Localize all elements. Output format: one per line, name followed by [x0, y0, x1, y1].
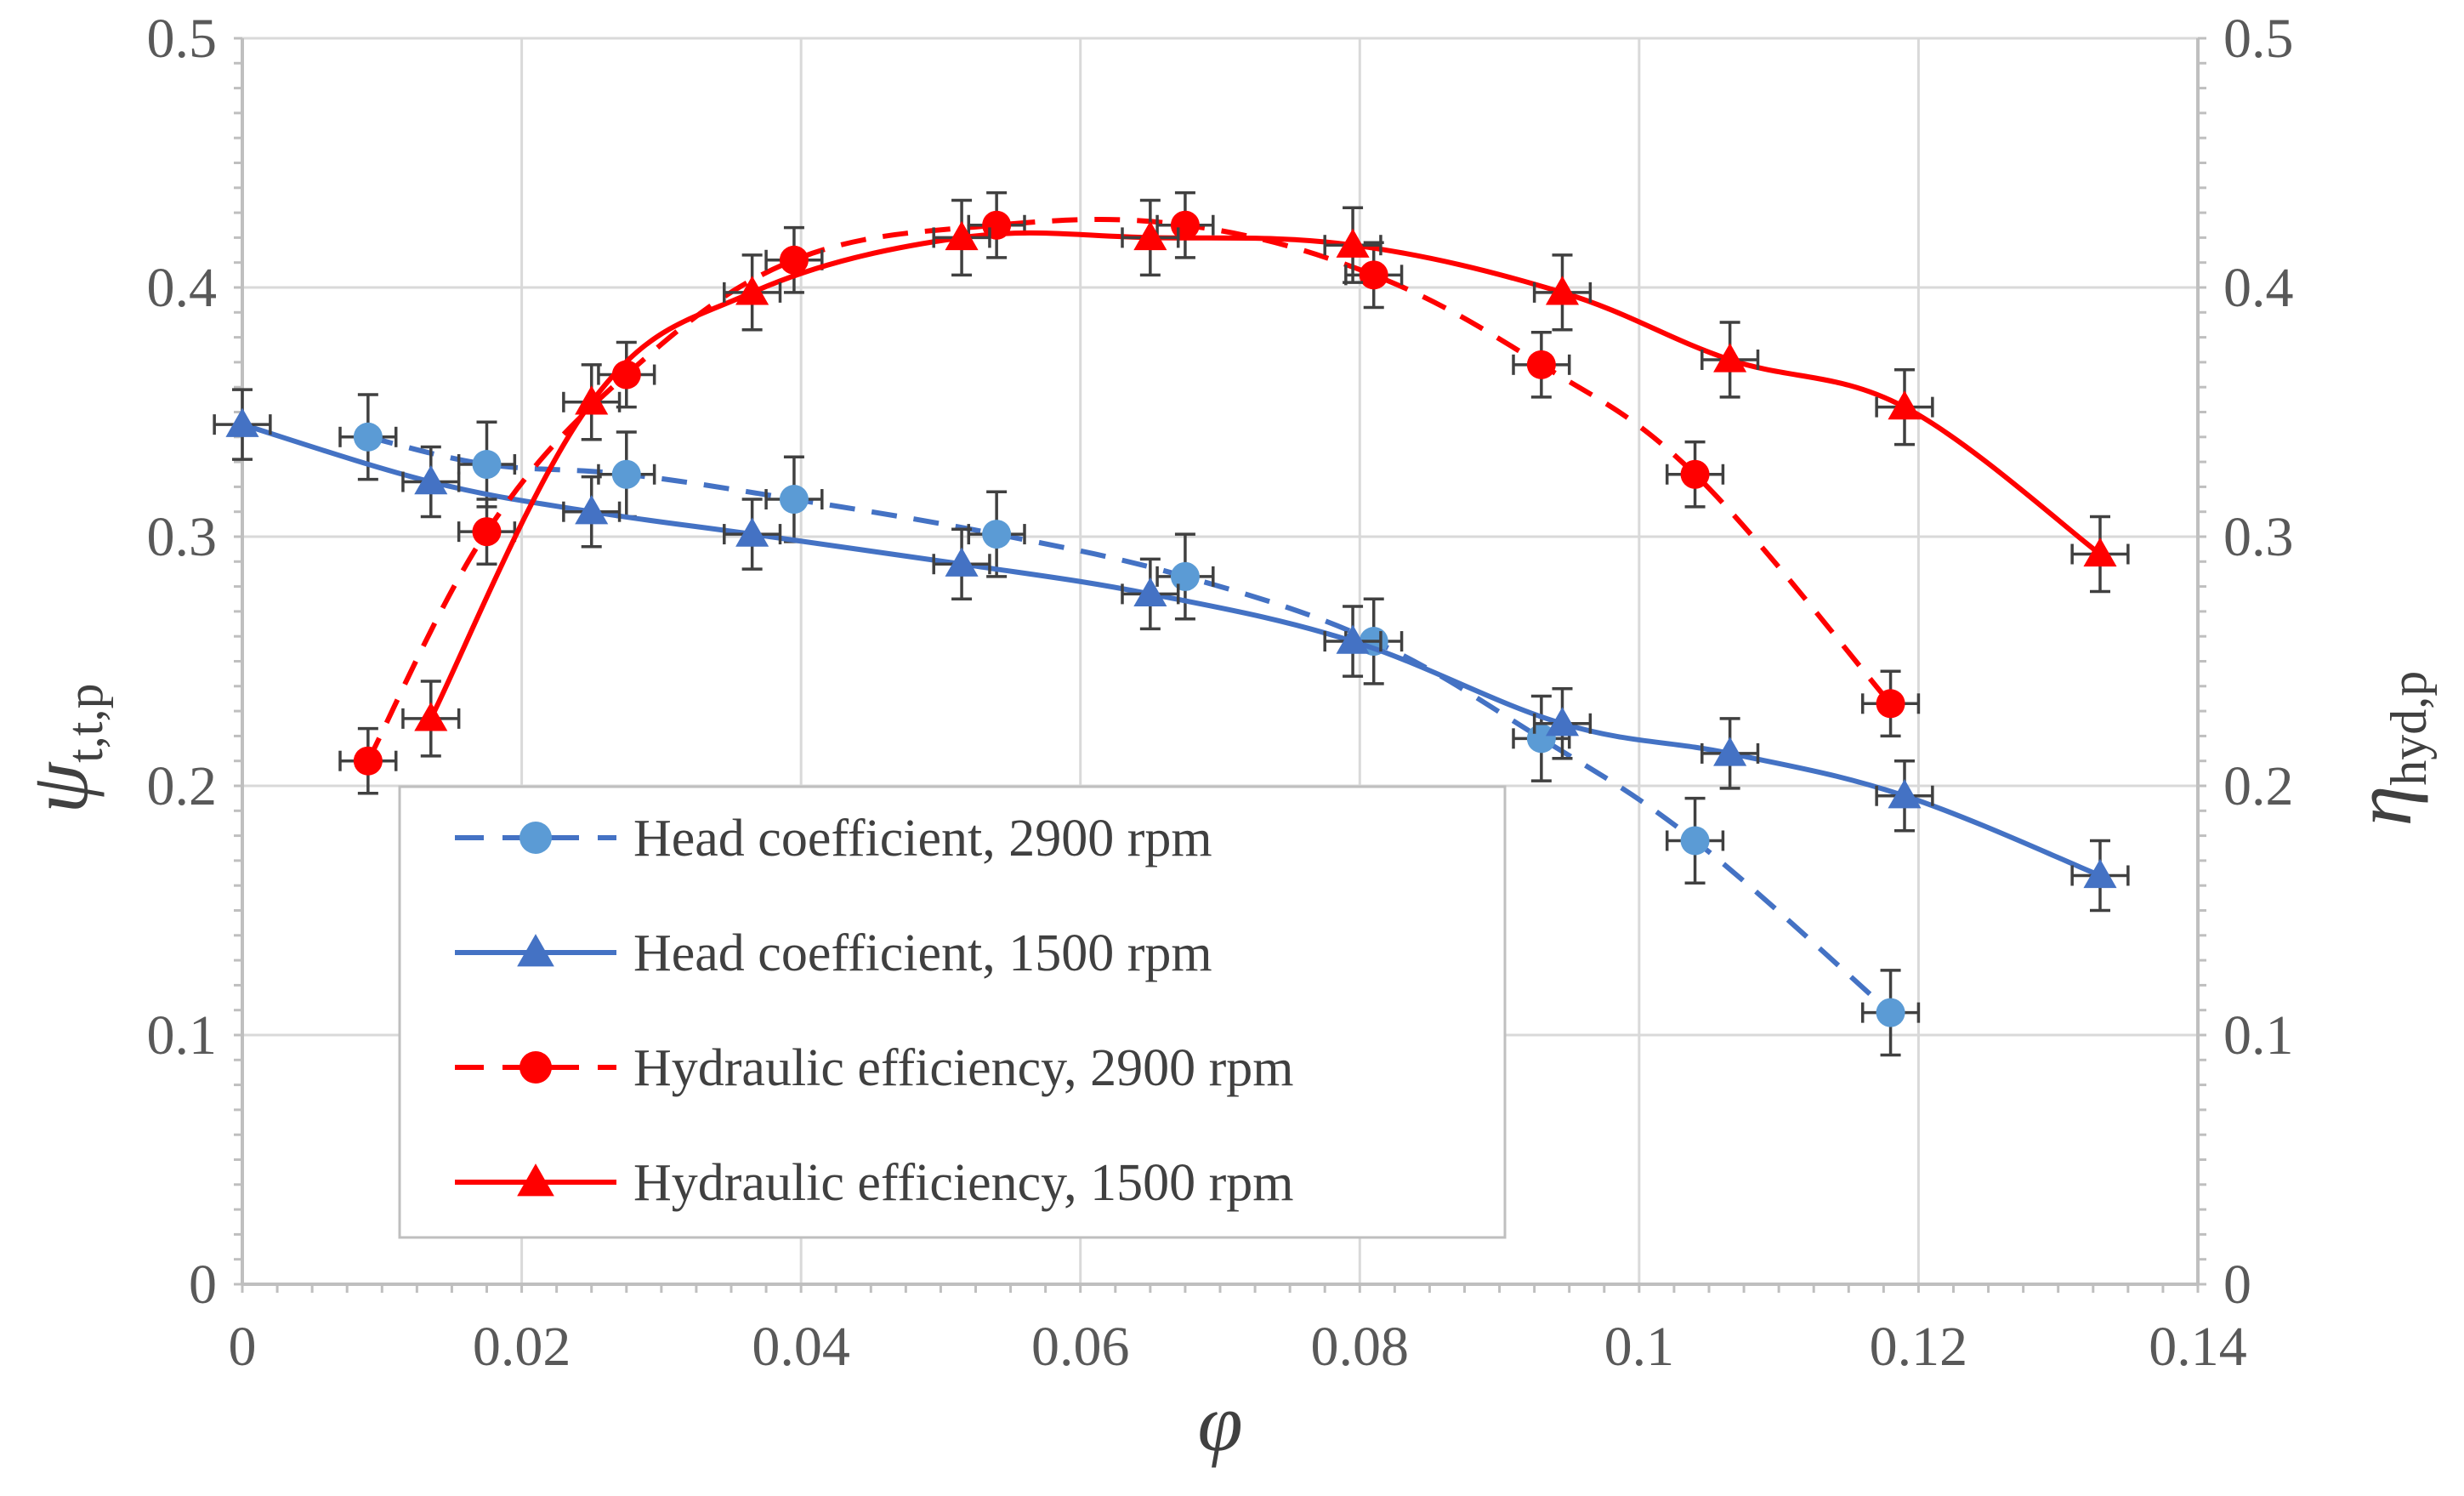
- data-point: [945, 220, 979, 251]
- data-point: [1713, 343, 1747, 373]
- legend-label: Head coefficient, 2900 rpm: [633, 810, 1212, 867]
- data-point: [472, 450, 502, 480]
- y-tick-label: 0: [189, 1254, 217, 1316]
- data-point: [779, 245, 809, 275]
- x-tick-label: 0: [229, 1316, 257, 1378]
- error-bar: [401, 680, 461, 758]
- data-point: [353, 746, 383, 776]
- data-point: [225, 407, 259, 437]
- series: [213, 191, 2130, 1057]
- legend-marker: [519, 822, 552, 854]
- data-point: [472, 517, 502, 547]
- legend: Head coefficient, 2900 rpm Head coefficie…: [398, 785, 1507, 1239]
- x-tick-label: 0.08: [1311, 1316, 1410, 1378]
- series-2: [338, 191, 1921, 795]
- axes: 0 0.02 0.04 0.06 0.08 0.1 0.12 0.1400.10.20.30.…: [147, 8, 2294, 1378]
- legend-items: Head coefficient, 2900 rpm Head coefficie…: [455, 810, 1293, 1212]
- legend-item: Head coefficient, 2900 rpm: [455, 810, 1212, 867]
- x-tick-label: 0.02: [473, 1316, 571, 1378]
- data-point: [353, 422, 383, 452]
- legend-box: [398, 785, 1507, 1239]
- y2-tick-label: 0.4: [2223, 257, 2294, 319]
- data-point: [1359, 260, 1388, 290]
- y-tick-label: 0.4: [147, 257, 218, 319]
- series-line: [366, 216, 1893, 763]
- x-tick-label: 0.04: [752, 1316, 850, 1378]
- data-point: [982, 520, 1012, 549]
- data-point: [414, 464, 448, 495]
- x-tick-label: 0.14: [2149, 1316, 2247, 1378]
- data-point: [1545, 707, 1580, 737]
- data-point: [1336, 228, 1370, 258]
- y-axis-right-symbol: η: [2337, 786, 2428, 827]
- data-point: [2083, 858, 2117, 889]
- data-point: [1545, 276, 1580, 305]
- data-point: [1170, 561, 1200, 591]
- y-axis-left-subscript: t,t,p: [57, 684, 113, 763]
- data-point: [1713, 737, 1747, 766]
- data-point: [575, 495, 609, 525]
- y2-tick-label: 0.2: [2223, 755, 2294, 817]
- data-point: [735, 276, 769, 305]
- data-point: [611, 459, 641, 489]
- data-point: [735, 517, 769, 547]
- data-point: [1888, 779, 1922, 809]
- legend-item: Hydraulic efficiency, 1500 rpm: [455, 1154, 1293, 1212]
- data-point: [414, 702, 448, 731]
- y2-tick-label: 0.5: [2223, 8, 2294, 70]
- legend-marker: [517, 934, 554, 967]
- data-point: [1876, 689, 1905, 719]
- x-tick-label: 0.12: [1870, 1316, 1968, 1378]
- legend-label: Hydraulic efficiency, 2900 rpm: [633, 1039, 1293, 1097]
- data-point: [1133, 220, 1167, 251]
- error-bar: [401, 445, 461, 519]
- y-axis-right-subscript: hyd,p: [2381, 671, 2437, 786]
- y-tick-label: 0.5: [147, 8, 218, 70]
- data-point: [1876, 998, 1905, 1027]
- y-axis-right-title: ηhyd,p: [2337, 671, 2437, 827]
- y2-tick-label: 0.3: [2223, 506, 2294, 568]
- legend-marker: [519, 1051, 552, 1084]
- legend-label: Head coefficient, 1500 rpm: [633, 924, 1212, 982]
- legend-label: Hydraulic efficiency, 1500 rpm: [633, 1154, 1293, 1212]
- x-tick-label: 0.1: [1604, 1316, 1675, 1378]
- data-point: [779, 485, 809, 515]
- y-tick-label: 0.2: [147, 755, 218, 817]
- series-3: [401, 198, 2130, 758]
- x-tick-label: 0.06: [1031, 1316, 1130, 1378]
- y2-tick-label: 0.1: [2223, 1004, 2294, 1067]
- data-point: [1680, 459, 1710, 489]
- data-point: [575, 385, 609, 415]
- series-line: [429, 230, 2102, 720]
- y-tick-label: 0.3: [147, 506, 218, 568]
- y-axis-left-title: ψt,t,p: [14, 684, 113, 814]
- series-line: [241, 422, 2102, 879]
- y-tick-label: 0.1: [147, 1004, 218, 1067]
- series-line: [367, 434, 1893, 1015]
- series-0: [338, 393, 1921, 1057]
- data-point: [1170, 210, 1200, 240]
- legend-marker: [517, 1163, 554, 1197]
- data-point: [2083, 537, 2117, 567]
- data-point: [1526, 350, 1556, 379]
- error-bar: [2070, 515, 2130, 594]
- legend-item: Hydraulic efficiency, 2900 rpm: [455, 1039, 1293, 1097]
- data-point: [1336, 624, 1370, 654]
- series-1: [213, 388, 2130, 913]
- data-point: [1680, 826, 1710, 856]
- y2-tick-label: 0: [2223, 1254, 2251, 1316]
- data-point: [1888, 390, 1922, 420]
- y-axis-left-symbol: ψ: [14, 761, 105, 813]
- legend-item: Head coefficient, 1500 rpm: [455, 924, 1212, 982]
- data-point: [945, 547, 979, 577]
- x-axis-title: φ: [1197, 1377, 1242, 1468]
- data-point: [1133, 577, 1167, 607]
